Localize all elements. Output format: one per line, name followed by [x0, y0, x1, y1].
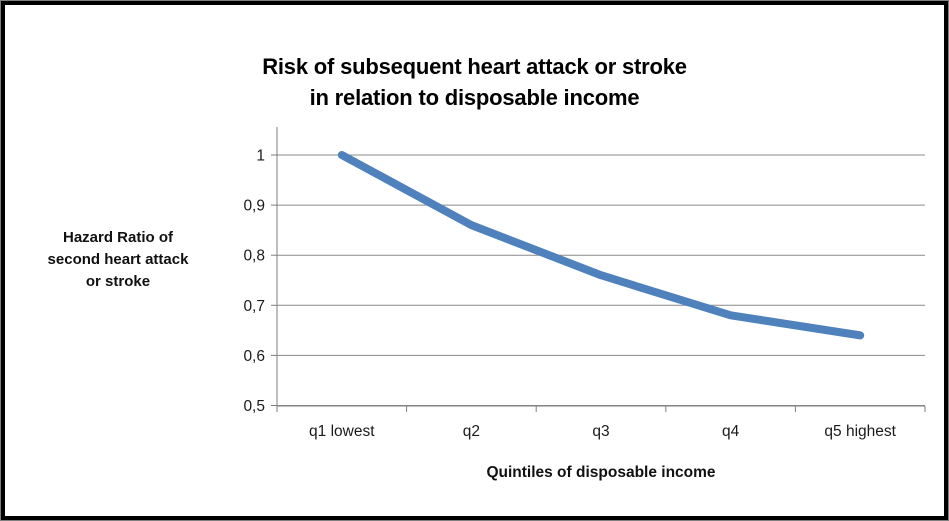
y-tick-label: 0,5 — [243, 398, 265, 415]
chart-title: Risk of subsequent heart attack or strok… — [0, 51, 949, 113]
x-category-label: q4 — [722, 423, 740, 440]
plot-area: 1 0,9 0,8 0,7 0,6 0,5 q1 lowest q2 q3 q4 q5 highes… — [243, 127, 926, 440]
x-axis-title: Quintiles of disposable income — [486, 464, 716, 481]
chart-title-line-1: Risk of subsequent heart attack or strok… — [262, 54, 687, 79]
x-category-label: q2 — [463, 423, 480, 440]
x-category-label: q1 lowest — [309, 423, 375, 440]
y-axis-title: Hazard Ratio of second heart attack or s… — [47, 229, 189, 290]
y-tick-label: 0,9 — [243, 198, 265, 215]
x-category-label: q5 highest — [824, 423, 896, 440]
chart-title-line-2: in relation to disposable income — [309, 85, 640, 110]
y-tick-label: 0,7 — [243, 298, 265, 315]
y-tick-label: 0,8 — [243, 248, 265, 265]
y-tick-label: 0,6 — [243, 348, 265, 365]
y-tick-label: 1 — [256, 148, 265, 165]
x-category-label: q3 — [592, 423, 609, 440]
hazard-ratio-line — [337, 151, 865, 340]
